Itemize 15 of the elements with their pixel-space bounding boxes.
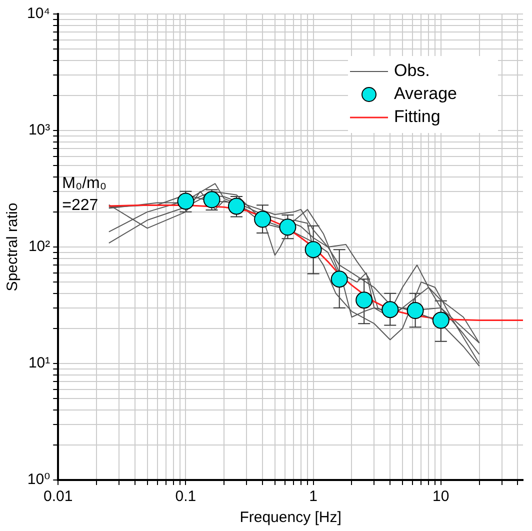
y-tick-label: 10³ <box>28 122 50 139</box>
annotation: M₀/m₀ =227 <box>62 174 107 214</box>
y-tick-label: 10⁰ <box>27 471 50 488</box>
x-tick-label: 0.1 <box>175 488 196 506</box>
legend-label: Fitting <box>394 107 440 126</box>
y-tick-label: 10² <box>28 238 50 256</box>
x-tick-label: 0.01 <box>44 488 73 506</box>
y-tick-label: 10⁴ <box>26 5 50 22</box>
legend-label: Average <box>394 84 458 104</box>
y-tick-label: 10¹ <box>28 354 50 372</box>
y-axis-title: Spectral ratio <box>4 202 22 292</box>
x-tick-label: 10 <box>432 488 450 506</box>
x-axis-title: Frequency [Hz] <box>240 509 342 526</box>
x-tick-label: 1 <box>309 488 318 506</box>
legend-label: Obs. <box>394 61 430 80</box>
